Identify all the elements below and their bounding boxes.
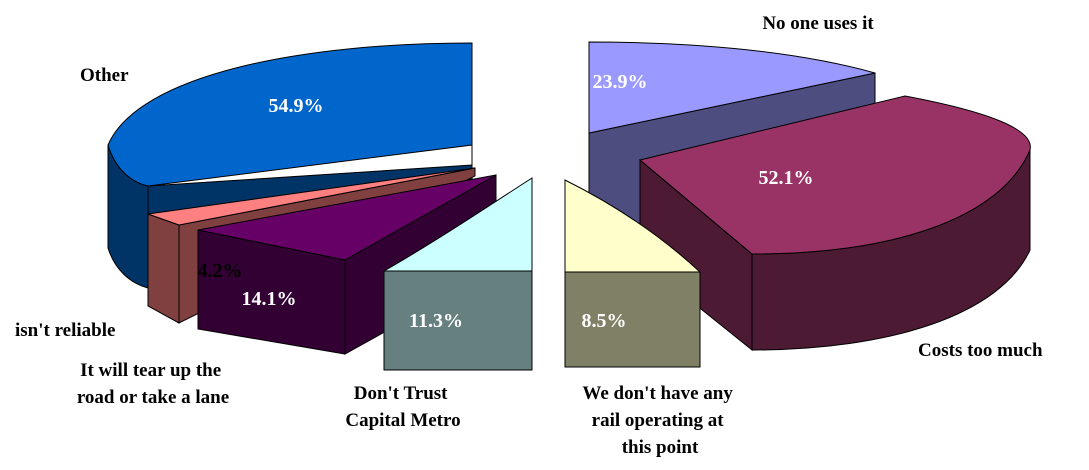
label-tear-up-road: It will tear up the road or take a lane: [77, 360, 229, 408]
label-no-rail: We don't have any rail operating at this…: [582, 383, 737, 458]
label-costs-too-much: Costs too much: [918, 340, 1043, 361]
slice-tear-up-road-value: 14.1%: [242, 288, 297, 310]
label-no-rail-line1: We don't have any: [582, 383, 733, 404]
slice-tear-up-road-top: [197, 174, 497, 261]
slice-no-rail-top: [564, 179, 702, 273]
slice-dont-trust: [382, 177, 533, 371]
label-tear-up-road-line2: road or take a lane: [77, 387, 229, 408]
label-dont-trust-line1: Don't Trust: [354, 383, 448, 404]
label-other: Other: [80, 65, 129, 86]
slice-costs-too-much: [638, 95, 1031, 352]
label-dont-trust: Don't Trust Capital Metro: [345, 383, 460, 431]
slice-costs-too-much-top: [638, 95, 1031, 255]
slice-dont-trust-top: [382, 177, 533, 272]
label-tear-up-road-line1: It will tear up the: [80, 360, 221, 381]
label-no-rail-line2: rail operating at: [592, 410, 725, 431]
slice-other-value: 54.9%: [269, 95, 324, 117]
slice-other-top: [107, 42, 473, 187]
slice-isnt-reliable-left: [147, 213, 180, 324]
left-pie: [107, 42, 533, 371]
slice-dont-trust-value: 11.3%: [409, 310, 463, 332]
slice-no-one-uses-top: [588, 41, 876, 134]
label-no-one-uses: No one uses it: [762, 13, 874, 34]
slice-isnt-reliable-top: [147, 167, 476, 226]
slice-isnt-reliable-value: 4.2%: [198, 260, 243, 282]
right-pie: [564, 41, 1031, 368]
slice-no-rail: [564, 179, 702, 368]
slice-costs-too-much-value: 52.1%: [759, 167, 814, 189]
slice-no-rail-value: 8.5%: [582, 310, 627, 332]
label-dont-trust-line2: Capital Metro: [345, 410, 460, 431]
label-no-rail-line3: this point: [622, 437, 699, 458]
slice-no-one-uses-value: 23.9%: [593, 71, 648, 93]
label-isnt-reliable: isn't reliable: [15, 320, 115, 341]
